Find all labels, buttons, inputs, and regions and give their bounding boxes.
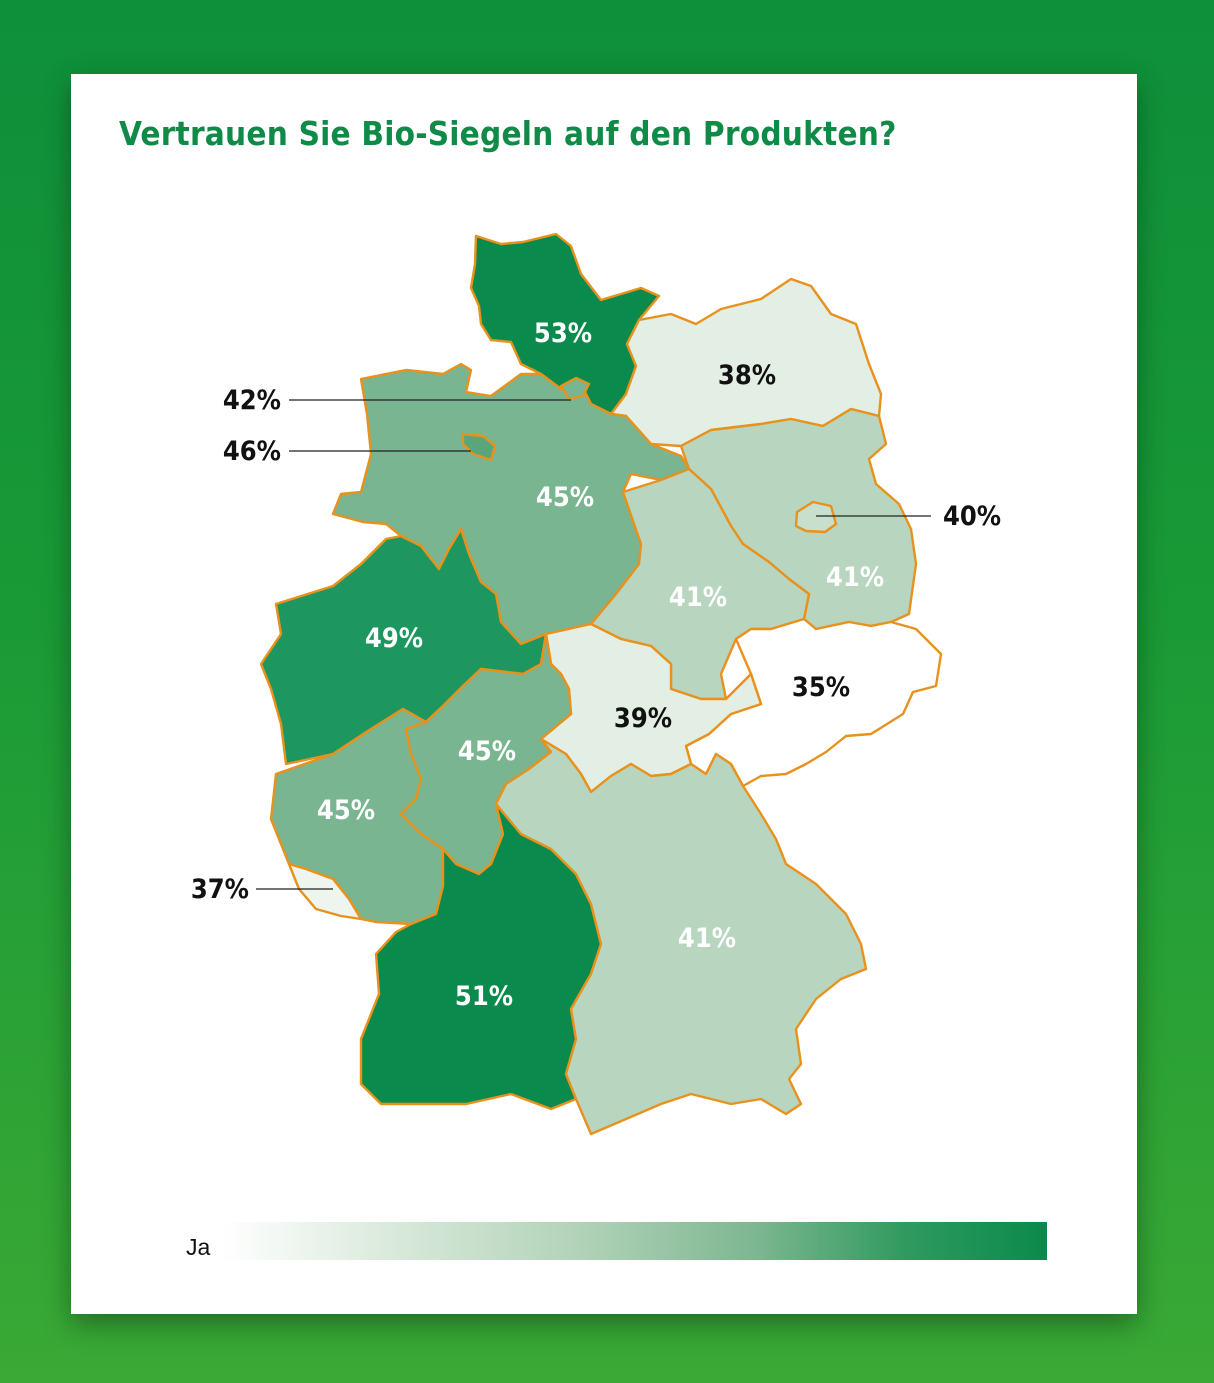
label-brandenburg: 41% bbox=[826, 562, 884, 593]
legend-color-scale bbox=[221, 1222, 1047, 1260]
label-baden-wuerttemberg: 51% bbox=[455, 981, 513, 1012]
label-bremen: 46% bbox=[223, 436, 281, 467]
label-rheinland-pfalz: 45% bbox=[317, 795, 375, 826]
label-berlin: 40% bbox=[943, 501, 1001, 532]
region-bayern bbox=[494, 737, 868, 1136]
label-niedersachsen: 45% bbox=[536, 482, 594, 513]
region-bremen bbox=[461, 432, 497, 462]
label-bayern: 41% bbox=[678, 923, 736, 954]
label-thueringen: 39% bbox=[614, 703, 672, 734]
region-saarland bbox=[287, 862, 363, 921]
label-mecklenburg-vorpommern: 38% bbox=[718, 360, 776, 391]
label-hessen: 45% bbox=[458, 736, 516, 767]
germany-map: 53% 38% 42% 46% 45% 40% 41% 41% 49% 35% … bbox=[191, 232, 1001, 1136]
label-nordrhein-westfalen: 49% bbox=[365, 623, 423, 654]
label-hamburg: 42% bbox=[223, 385, 281, 416]
region-berlin bbox=[794, 500, 838, 534]
label-saarland: 37% bbox=[191, 874, 249, 905]
map-card: Vertrauen Sie Bio-Siegeln auf den Produk… bbox=[71, 74, 1137, 1314]
region-hamburg bbox=[559, 376, 591, 401]
label-sachsen-anhalt: 41% bbox=[669, 582, 727, 613]
label-schleswig-holstein: 53% bbox=[534, 318, 592, 349]
map-title: Vertrauen Sie Bio-Siegeln auf den Produk… bbox=[119, 114, 897, 153]
label-sachsen: 35% bbox=[792, 672, 850, 703]
legend-label: Ja bbox=[186, 1234, 211, 1260]
